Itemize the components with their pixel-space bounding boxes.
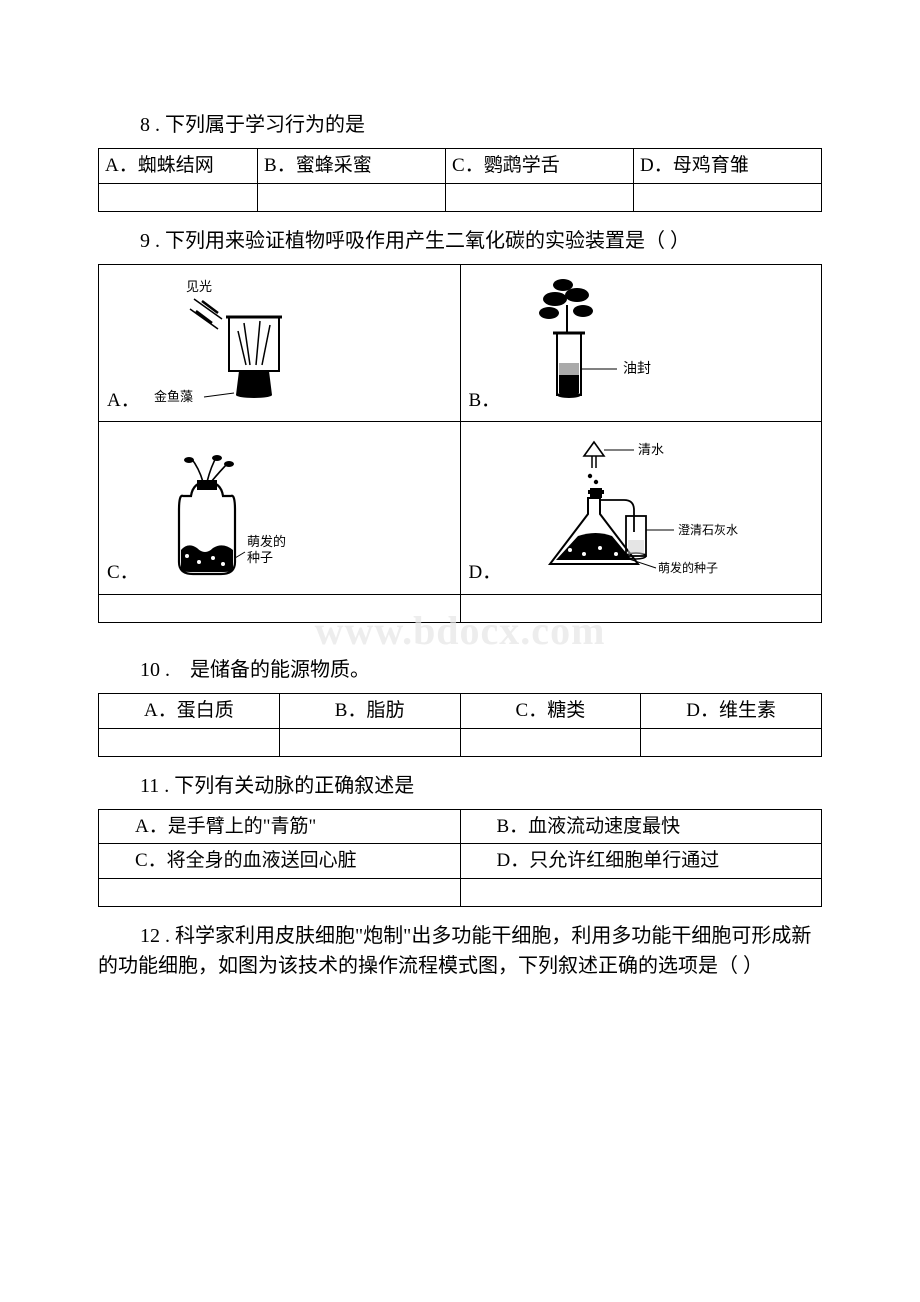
q9-diagram-c: 萌发的 种子: [143, 452, 343, 590]
q9-cell-b: B． 油封: [460, 264, 822, 422]
diagA-light-label: 见光: [186, 279, 212, 294]
q9-cell-a: A． 见光: [99, 264, 461, 422]
q9-diagram-table: A． 见光: [98, 264, 822, 623]
q12-num: 12 .: [140, 925, 170, 947]
q8-options-table: A．蜘蛛结网 B．蜜蜂采蜜 C．鹦鹉学舌 D．母鸡育雏: [98, 148, 822, 212]
q10-opt-a: A．蛋白质: [99, 693, 280, 728]
q9-diagram-d: 清水 澄清石灰水: [506, 432, 756, 590]
q8-opt-c: C．鹦鹉学舌: [446, 149, 634, 184]
q8-opt-b: B．蜜蜂采蜜: [258, 149, 446, 184]
diagB-seal-label: 油封: [623, 361, 651, 377]
q11-text: 11 . 下列有关动脉的正确叙述是: [98, 771, 822, 801]
q8-text: 8 . 下列属于学习行为的是: [98, 110, 822, 140]
diagA-algae-label: 金鱼藻: [154, 389, 193, 404]
q9-label-c: C．: [107, 560, 139, 590]
q11-num: 11 .: [140, 775, 169, 797]
question-12: 12 . 科学家利用皮肤细胞"炮制"出多功能干细胞，利用多功能干细胞可形成新的功…: [98, 921, 822, 981]
q8-opt-a: A．蜘蛛结网: [99, 149, 258, 184]
q11-opt-d: D．只允许红细胞单行通过: [460, 844, 822, 879]
q10-opt-c: C．糖类: [460, 693, 641, 728]
q10-body: 是储备的能源物质。: [170, 659, 370, 681]
diagC-seeds-l2: 种子: [247, 550, 273, 565]
q11-options-table: A．是手臂上的"青筋" B．血液流动速度最快 C．将全身的血液送回心脏 D．只允…: [98, 809, 822, 907]
q9-diagram-a: 见光 金鱼藻: [144, 275, 334, 418]
q9-label-d: D．: [469, 560, 502, 590]
q10-opt-b: B．脂肪: [279, 693, 460, 728]
q12-text: 12 . 科学家利用皮肤细胞"炮制"出多功能干细胞，利用多功能干细胞可形成新的功…: [98, 921, 822, 981]
q11-opt-b: B．血液流动速度最快: [460, 809, 822, 844]
q11-body: 下列有关动脉的正确叙述是: [169, 775, 414, 797]
q8-num: 8 .: [140, 114, 160, 136]
q10-opt-d: D．维生素: [641, 693, 822, 728]
q11-opt-c: C．将全身的血液送回心脏: [99, 844, 461, 879]
question-9: 9 . 下列用来验证植物呼吸作用产生二氧化碳的实验装置是（ ） A． 见光: [98, 226, 822, 623]
q9-cell-c: C．: [99, 422, 461, 595]
question-8: 8 . 下列属于学习行为的是 A．蜘蛛结网 B．蜜蜂采蜜 C．鹦鹉学舌 D．母鸡…: [98, 110, 822, 212]
question-11: 11 . 下列有关动脉的正确叙述是 A．是手臂上的"青筋" B．血液流动速度最快…: [98, 771, 822, 907]
q9-cell-d: D． 清水: [460, 422, 822, 595]
q9-diagram-b: 油封: [505, 275, 715, 418]
question-10: 10 . 是储备的能源物质。 A．蛋白质 B．脂肪 C．糖类 D．维生素: [98, 655, 822, 757]
q8-opt-d: D．母鸡育雏: [633, 149, 821, 184]
diagD-seeds-label: 萌发的种子: [658, 560, 718, 575]
q9-label-a: A．: [107, 388, 140, 418]
q9-label-b: B．: [469, 388, 501, 418]
q10-num: 10 .: [140, 659, 170, 681]
q9-text: 9 . 下列用来验证植物呼吸作用产生二氧化碳的实验装置是（ ）: [98, 226, 822, 256]
q10-options-table: A．蛋白质 B．脂肪 C．糖类 D．维生素: [98, 693, 822, 757]
diagD-water-label: 清水: [638, 442, 664, 457]
q9-body: 下列用来验证植物呼吸作用产生二氧化碳的实验装置是（ ）: [160, 230, 690, 252]
q11-opt-a: A．是手臂上的"青筋": [99, 809, 461, 844]
q8-body: 下列属于学习行为的是: [160, 114, 365, 136]
q9-num: 9 .: [140, 230, 160, 252]
q12-body: 科学家利用皮肤细胞"炮制"出多功能干细胞，利用多功能干细胞可形成新的功能细胞，如…: [98, 925, 811, 977]
q10-text: 10 . 是储备的能源物质。: [98, 655, 822, 685]
diagC-seeds-l1: 萌发的: [247, 534, 286, 549]
diagD-lime-label: 澄清石灰水: [678, 522, 738, 537]
